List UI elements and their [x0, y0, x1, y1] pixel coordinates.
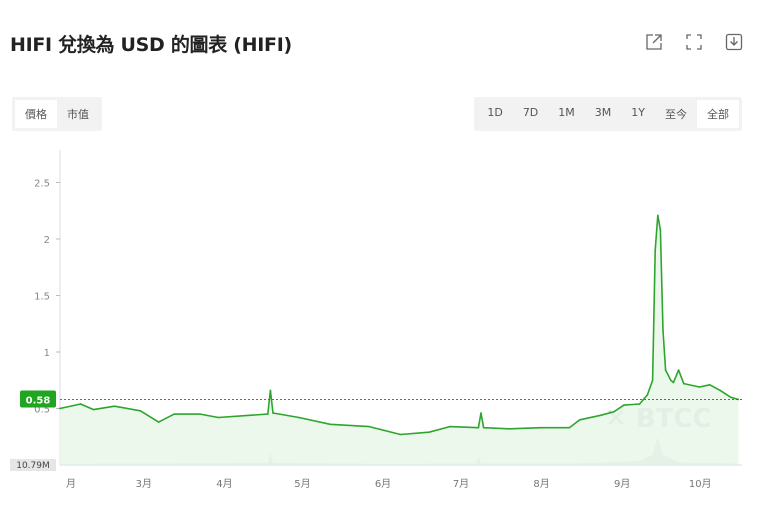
- price-point: [677, 369, 680, 371]
- current-price-label: 0.58: [26, 395, 51, 406]
- price-point: [729, 396, 732, 399]
- page-title: HIFI 兌換為 USD 的圖表 (HIFI): [10, 34, 292, 56]
- price-point: [79, 403, 82, 405]
- price-point: [173, 413, 175, 415]
- price-point: [540, 426, 542, 429]
- x-tick-label: 8月: [533, 478, 549, 490]
- y-tick-label: 1.5: [34, 292, 50, 303]
- price-point: [248, 414, 251, 417]
- price-point: [654, 249, 656, 252]
- tab-3m[interactable]: 3M: [594, 106, 612, 119]
- tab-1m[interactable]: 1M: [558, 106, 575, 119]
- x-tick-label: 7月: [453, 478, 469, 490]
- price-point: [399, 433, 402, 436]
- volume-badge: [10, 459, 56, 471]
- x-tick-label: 6月: [375, 478, 391, 490]
- price-point: [651, 379, 654, 382]
- price-point: [298, 416, 300, 419]
- price-point: [579, 419, 581, 421]
- y-tick-label: 0.5: [34, 405, 50, 416]
- price-point: [477, 426, 480, 429]
- price-point: [217, 416, 220, 419]
- price-point: [698, 386, 701, 388]
- price-point: [508, 428, 511, 430]
- price-point: [568, 426, 571, 429]
- price-point: [612, 411, 615, 413]
- range-tabs: 1D 7D 1M 3M 1Y 至今 全部: [474, 97, 742, 131]
- current-price-badge: [20, 390, 56, 408]
- x-tick-label: 4月: [216, 478, 232, 490]
- x-tick-label: 9月: [614, 478, 630, 490]
- price-point: [683, 382, 685, 385]
- tab-market-cap[interactable]: 市值: [67, 108, 89, 121]
- price-point: [662, 329, 664, 332]
- fullscreen-icon[interactable]: [684, 32, 704, 52]
- price-point: [709, 383, 711, 386]
- price-point: [59, 407, 61, 410]
- tab-ytd[interactable]: 至今: [665, 108, 687, 121]
- share-icon[interactable]: [644, 32, 664, 52]
- tab-7d[interactable]: 7D: [522, 106, 539, 119]
- chart-type-tabs: 價格 市值: [12, 97, 102, 131]
- price-chart[interactable]: ✕ BTCC0.511.522.5月3月4月5月6月7月8月9月10月0.581…: [0, 140, 768, 500]
- price-point: [623, 404, 625, 406]
- x-tick-label: 10月: [689, 478, 712, 490]
- price-point: [659, 229, 662, 231]
- price-line: [59, 214, 739, 436]
- y-tick-label: 1: [44, 348, 50, 359]
- y-tick-label: 2.5: [34, 179, 50, 190]
- price-point: [670, 379, 672, 382]
- price-point: [672, 381, 675, 384]
- price-area: [59, 215, 739, 465]
- tab-price[interactable]: 價格: [15, 100, 57, 128]
- y-tick-label: 2: [44, 235, 50, 246]
- price-point: [139, 409, 142, 412]
- price-point: [638, 403, 641, 405]
- x-tick-label: 月: [66, 478, 76, 490]
- volume-label: 10.79M: [16, 461, 50, 471]
- price-point: [269, 389, 272, 392]
- price-point: [719, 389, 721, 392]
- price-point: [657, 214, 659, 217]
- price-point: [329, 423, 332, 426]
- price-point: [599, 414, 602, 417]
- price-point: [428, 431, 430, 434]
- price-point: [449, 425, 451, 428]
- tab-all[interactable]: 全部: [697, 100, 739, 128]
- price-point: [646, 394, 649, 396]
- tab-1d[interactable]: 1D: [487, 106, 503, 119]
- price-point: [480, 412, 482, 414]
- price-point: [664, 369, 667, 371]
- price-point: [368, 425, 371, 428]
- price-point: [267, 413, 269, 415]
- tab-1y[interactable]: 1Y: [631, 106, 645, 119]
- price-point: [92, 408, 95, 411]
- x-tick-label: 5月: [294, 478, 310, 490]
- x-tick-label: 3月: [136, 478, 152, 490]
- price-point: [199, 413, 201, 415]
- price-point: [272, 412, 274, 414]
- price-point: [157, 421, 160, 423]
- price-point: [113, 405, 116, 408]
- download-icon[interactable]: [724, 32, 744, 52]
- price-point: [482, 426, 485, 429]
